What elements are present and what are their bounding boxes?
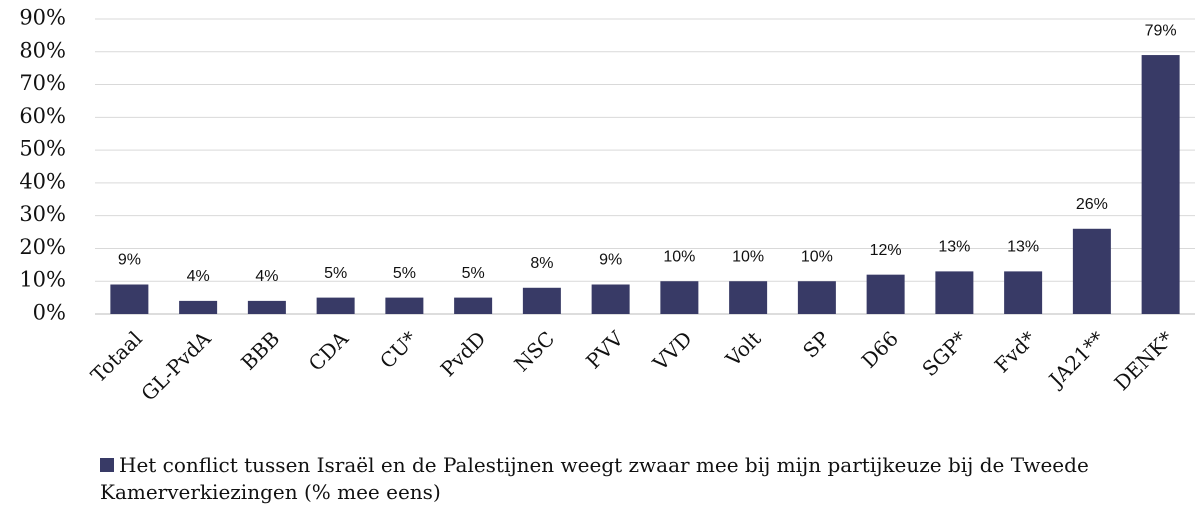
value-label: 13% [938, 239, 970, 256]
x-tick-label: D66 [857, 326, 903, 372]
value-label: 79% [1145, 22, 1177, 39]
bar [247, 300, 286, 314]
bar [935, 271, 974, 314]
x-tick-label: CDA [304, 326, 354, 376]
x-tick-label: Fvd* [990, 326, 1041, 377]
bar [522, 287, 561, 314]
y-tick-label: 10% [19, 268, 66, 292]
x-tick-label: PvdD [436, 326, 491, 381]
bar [1004, 271, 1043, 314]
bar [866, 274, 905, 314]
y-tick-label: 0% [33, 301, 66, 325]
bar [591, 284, 630, 314]
bar [1072, 228, 1111, 314]
y-tick-label: 40% [19, 169, 66, 193]
y-tick-label: 50% [19, 137, 66, 161]
legend-swatch [100, 458, 114, 472]
x-tick-label: VVD [647, 326, 696, 375]
value-label: 10% [732, 248, 764, 265]
value-label: 4% [187, 268, 210, 285]
bar [729, 281, 768, 314]
chart: 0% 10% 20% 30% 40% 50% 60% 70% 80% 90% 9% Totaal 4% G… [19, 6, 1195, 406]
value-label: 8% [530, 255, 553, 272]
value-label: 10% [663, 248, 695, 265]
value-label: 26% [1076, 196, 1108, 213]
y-tick-label: 60% [19, 104, 66, 128]
bar [385, 297, 424, 314]
y-tick-label: 20% [19, 235, 66, 259]
bar [316, 297, 355, 314]
value-label: 5% [324, 265, 347, 282]
x-tick-label: BBB [236, 326, 284, 374]
value-label: 5% [462, 265, 485, 282]
x-tick-label: SGP* [917, 326, 972, 381]
value-label: 12% [870, 242, 902, 259]
y-tick-label: 30% [19, 202, 66, 226]
value-label: 9% [599, 252, 622, 269]
x-tick-label: GL-PvdA [136, 326, 216, 406]
x-tick-label: PVV [581, 326, 628, 373]
value-label: 5% [393, 265, 416, 282]
y-tick-label: 70% [19, 71, 66, 95]
value-label: 4% [255, 268, 278, 285]
value-label: 10% [801, 248, 833, 265]
x-tick-label: CU* [375, 326, 422, 373]
value-label: 9% [118, 252, 141, 269]
legend: Het conflict tussen Israël en de Palesti… [100, 452, 1160, 506]
bar [660, 281, 699, 314]
bar [1141, 55, 1180, 315]
y-tick-label: 80% [19, 38, 66, 62]
bar [797, 281, 836, 314]
y-tick-label: 90% [19, 6, 66, 30]
x-tick-label: DENK* [1109, 326, 1178, 395]
bar [179, 300, 218, 314]
x-tick-label: SP [798, 326, 834, 362]
bar [110, 284, 149, 314]
x-tick-label: Totaal [86, 326, 147, 387]
x-tick-label: NSC [509, 326, 559, 376]
bar [454, 297, 493, 314]
x-tick-label: JA21** [1043, 326, 1109, 392]
x-tick-label: Volt [720, 326, 765, 371]
legend-label: Het conflict tussen Israël en de Palesti… [100, 453, 1089, 504]
value-label: 13% [1007, 239, 1039, 256]
